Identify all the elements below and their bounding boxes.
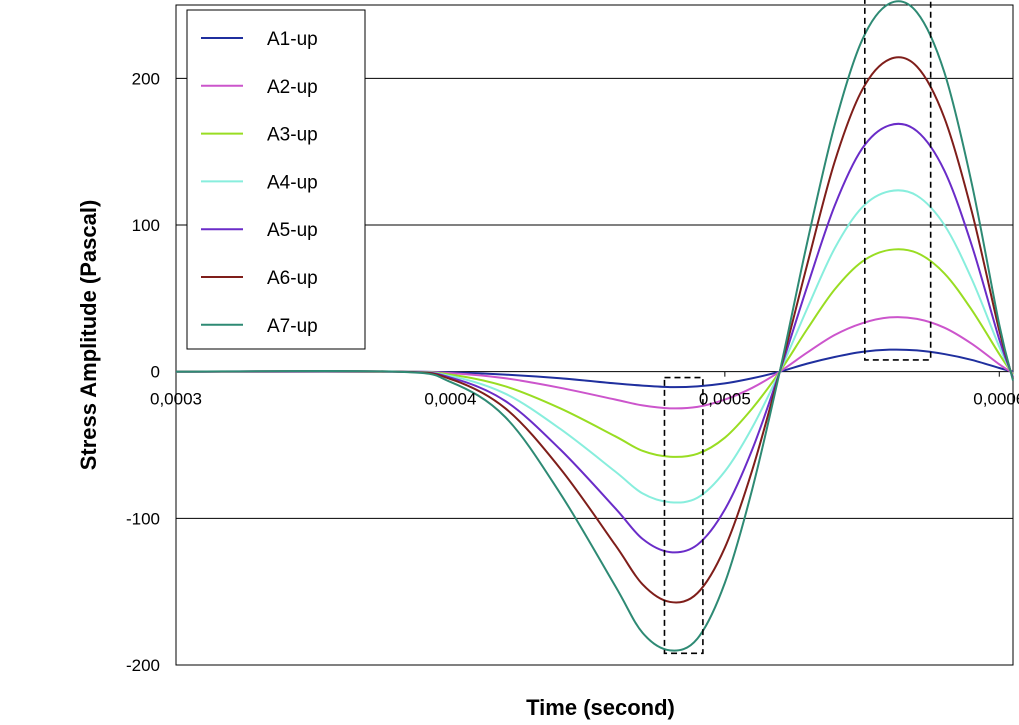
x-tick-label: 0,0003 [150, 390, 202, 409]
y-tick-label: -200 [126, 656, 160, 675]
series-line-a2-up [175, 316, 1014, 410]
y-tick-label: -100 [126, 509, 160, 528]
series-line-a7-up [175, 0, 1014, 652]
legend-label: A1-up [267, 29, 318, 50]
legend-label: A2-up [267, 77, 318, 98]
legend-label: A6-up [267, 268, 318, 289]
series-line-a1-up [175, 348, 1014, 389]
annotation-dashed-box [864, 0, 932, 361]
legend: A1-up A2-up A3-up A4-up A5-up A6-up A7-up [186, 9, 366, 350]
x-tick-label: 0,0006 [973, 390, 1019, 409]
x-axis-title: Time (second) [526, 695, 675, 720]
series-line-a3-up [175, 248, 1014, 458]
legend-label: A7-up [267, 316, 318, 337]
legend-label: A5-up [267, 220, 318, 241]
x-tick-labels: 0,0003 0,0004 0,0005 0,0006 [150, 390, 1019, 409]
y-tick-label: 0 [151, 363, 160, 382]
y-axis-title: Stress Amplitude (Pascal) [76, 200, 101, 471]
y-tick-labels: -200 -100 0 100 200 [126, 69, 160, 675]
y-tick-label: 200 [132, 69, 160, 88]
legend-box [186, 9, 366, 350]
series-line-a6-up [175, 56, 1014, 604]
annotation-boxes [663, 0, 932, 655]
annotation-dashed-box [663, 376, 704, 655]
y-tick-label: 100 [132, 216, 160, 235]
x-tick-label: 0,0004 [424, 390, 476, 409]
x-tick-label: 0,0005 [699, 390, 751, 409]
legend-label: A3-up [267, 125, 318, 146]
legend-label: A4-up [267, 172, 318, 193]
series-line-a4-up [175, 189, 1014, 504]
plot-area-frame [175, 4, 1014, 666]
series-lines [175, 0, 1014, 652]
series-line-a5-up [175, 122, 1014, 554]
